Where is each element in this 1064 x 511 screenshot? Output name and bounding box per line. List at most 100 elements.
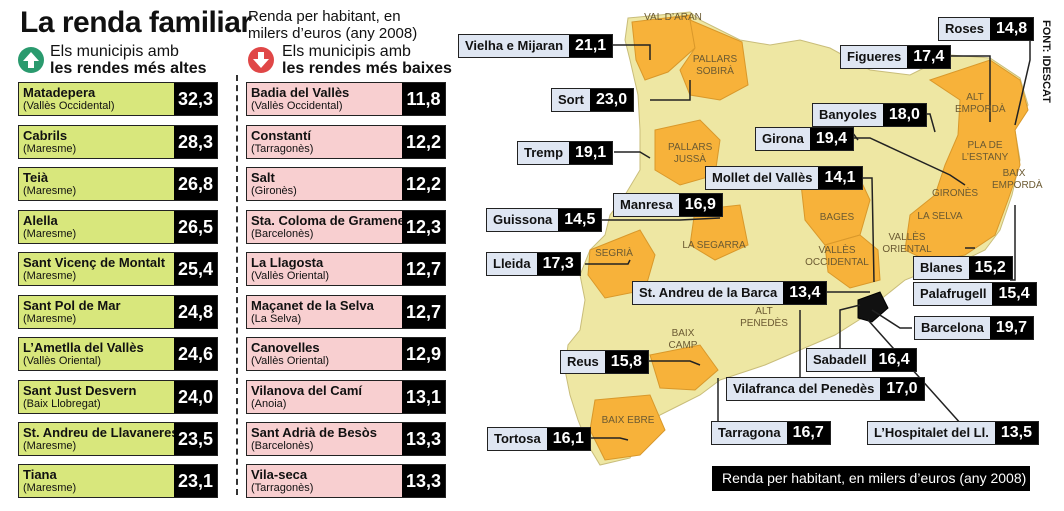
municipality-name: Maçanet de la Selva bbox=[251, 298, 374, 313]
comarca-name: (Maresme) bbox=[23, 482, 77, 494]
municipality-name: Sant Just Desvern bbox=[23, 383, 137, 398]
callout-value: 19,7 bbox=[989, 317, 1034, 339]
callout-value: 16,9 bbox=[678, 194, 722, 216]
income-value: 12,2 bbox=[402, 168, 445, 200]
callout-name: Banyoles bbox=[813, 104, 883, 126]
comarca-label: ALT PENEDÈS bbox=[740, 306, 788, 329]
high-heading: Els municipis amb les rendes més altes bbox=[50, 43, 207, 77]
callout-roses: Roses 14,8 bbox=[938, 17, 1035, 41]
callout-value: 17,0 bbox=[880, 378, 924, 400]
callout-name: Figueres bbox=[841, 46, 908, 68]
callout-value: 23,0 bbox=[590, 89, 634, 111]
table-row: Canovelles (Vallès Oriental) 12,9 bbox=[246, 337, 446, 371]
callout-value: 15,4 bbox=[992, 283, 1036, 305]
callout-sabadell: Sabadell 16,4 bbox=[806, 348, 917, 372]
comarca-label: PALLARS SOBIRÀ bbox=[692, 54, 738, 77]
table-row: La Llagosta (Vallès Oriental) 12,7 bbox=[246, 252, 446, 286]
income-value: 13,1 bbox=[402, 381, 445, 413]
comarca-name: (Vallès Oriental) bbox=[251, 355, 330, 367]
income-value: 11,8 bbox=[402, 83, 445, 115]
comarca-name: (Tarragonès) bbox=[251, 143, 314, 155]
municipality-name: Cabrils bbox=[23, 128, 68, 143]
income-value: 24,6 bbox=[174, 338, 217, 370]
municipality-name: Vilanova del Camí bbox=[251, 383, 363, 398]
comarca-name: (La Selva) bbox=[251, 313, 302, 325]
low-heading-line1: Els municipis amb bbox=[282, 43, 411, 60]
comarca-label: VALLÈS ORIENTAL bbox=[882, 232, 932, 255]
municipality-name: Sant Adrià de Besòs bbox=[251, 425, 377, 440]
comarca-name: (Tarragonès) bbox=[251, 482, 314, 494]
callout-value: 17,4 bbox=[907, 46, 951, 68]
divider bbox=[236, 75, 238, 495]
callout-guissona: Guissona 14,5 bbox=[486, 208, 603, 232]
callout-name: Guissona bbox=[487, 209, 559, 231]
municipality-name: Teià bbox=[23, 170, 49, 185]
callout-hospitalet: L’Hospitalet del Ll. 13,5 bbox=[867, 421, 1039, 445]
callout-figueres: Figueres 17,4 bbox=[840, 45, 952, 69]
comarca-name: (Barcelonès) bbox=[251, 440, 314, 452]
table-row: St. Andreu de Llavaneres (Maresme) 23,5 bbox=[18, 422, 218, 456]
region-valles-occidental bbox=[824, 234, 881, 289]
comarca-name: (Vallès Oriental) bbox=[251, 270, 330, 282]
comarca-name: (Vallès Occidental) bbox=[23, 100, 115, 112]
table-row: Sta. Coloma de Gramenet (Barcelonès) 12,3 bbox=[246, 210, 446, 244]
callout-sort: Sort 23,0 bbox=[551, 88, 635, 112]
callout-value: 16,7 bbox=[786, 422, 830, 444]
callout-value: 18,0 bbox=[882, 104, 926, 126]
callout-value: 16,1 bbox=[546, 428, 590, 450]
callout-name: Tremp bbox=[518, 142, 570, 164]
callout-name: Mollet del Vallès bbox=[706, 167, 819, 189]
callout-name: Manresa bbox=[614, 194, 679, 216]
low-heading: Els municipis amb les rendes més baixes bbox=[282, 43, 452, 77]
table-row: L’Ametlla del Vallès (Vallès Oriental) 24,… bbox=[18, 337, 218, 371]
low-heading-line2: les rendes més baixes bbox=[282, 60, 452, 77]
callout-blanes: Blanes 15,2 bbox=[913, 256, 1013, 280]
callout-name: Vilafranca del Penedès bbox=[727, 378, 881, 400]
comarca-label: SEGRIÀ bbox=[595, 248, 633, 259]
municipality-name: Badia del Vallès bbox=[251, 85, 350, 100]
callout-barcelona: Barcelona 19,7 bbox=[914, 316, 1035, 340]
callout-vielha: Vielha e Mijaran 21,1 bbox=[458, 34, 614, 58]
callout-name: Roses bbox=[939, 18, 991, 40]
table-row: Tiana (Maresme) 23,1 bbox=[18, 464, 218, 498]
callout-tarragona: Tarragona 16,7 bbox=[711, 421, 831, 445]
table-row: Vila-seca (Tarragonès) 13,3 bbox=[246, 464, 446, 498]
high-heading-line1: Els municipis amb bbox=[50, 43, 179, 60]
municipality-name: Constantí bbox=[251, 128, 311, 143]
table-row: Cabrils (Maresme) 28,3 bbox=[18, 125, 218, 159]
callout-girona: Girona 19,4 bbox=[755, 127, 855, 151]
income-value: 12,7 bbox=[402, 296, 445, 328]
comarca-label: BAIX EBRE bbox=[601, 415, 655, 426]
map-legend: Renda per habitant, en milers d’euros (a… bbox=[712, 466, 1030, 491]
callout-vilafranca: Vilafranca del Penedès 17,0 bbox=[726, 377, 925, 401]
callout-value: 15,2 bbox=[968, 257, 1012, 279]
callout-name: Barcelona bbox=[915, 317, 990, 339]
municipality-name: Matadepera bbox=[23, 85, 96, 100]
income-value: 12,2 bbox=[402, 126, 445, 158]
municipality-name: St. Andreu de Llavaneres bbox=[23, 425, 179, 440]
comarca-label: BAGES bbox=[819, 212, 855, 223]
table-row: Constantí (Tarragonès) 12,2 bbox=[246, 125, 446, 159]
callout-value: 19,1 bbox=[569, 142, 613, 164]
comarca-name: (Baix Llobregat) bbox=[23, 398, 101, 410]
callout-name: Vielha e Mijaran bbox=[459, 35, 570, 57]
high-heading-line2: les rendes més altes bbox=[50, 60, 207, 77]
region-val-daran bbox=[631, 14, 696, 81]
callout-value: 14,8 bbox=[990, 18, 1034, 40]
comarca-label: LA SEGARRA bbox=[682, 240, 746, 251]
income-value: 24,8 bbox=[174, 296, 217, 328]
region-baix-camp bbox=[649, 344, 719, 391]
municipality-name: L’Ametlla del Vallès bbox=[23, 340, 144, 355]
callout-tremp: Tremp 19,1 bbox=[517, 141, 614, 165]
income-value: 23,1 bbox=[174, 465, 217, 497]
callout-value: 13,4 bbox=[783, 282, 827, 304]
comarca-name: (Maresme) bbox=[23, 270, 77, 282]
table-row: Alella (Maresme) 26,5 bbox=[18, 210, 218, 244]
income-value: 24,0 bbox=[174, 381, 217, 413]
subtitle: Renda per habitant, en milers d’euros (a… bbox=[248, 8, 418, 42]
table-row: Salt (Gironès) 12,2 bbox=[246, 167, 446, 201]
callout-name: Blanes bbox=[914, 257, 969, 279]
callout-name: Sabadell bbox=[807, 349, 873, 371]
callout-name: L’Hospitalet del Ll. bbox=[868, 422, 995, 444]
arrow-down-icon bbox=[248, 47, 274, 73]
